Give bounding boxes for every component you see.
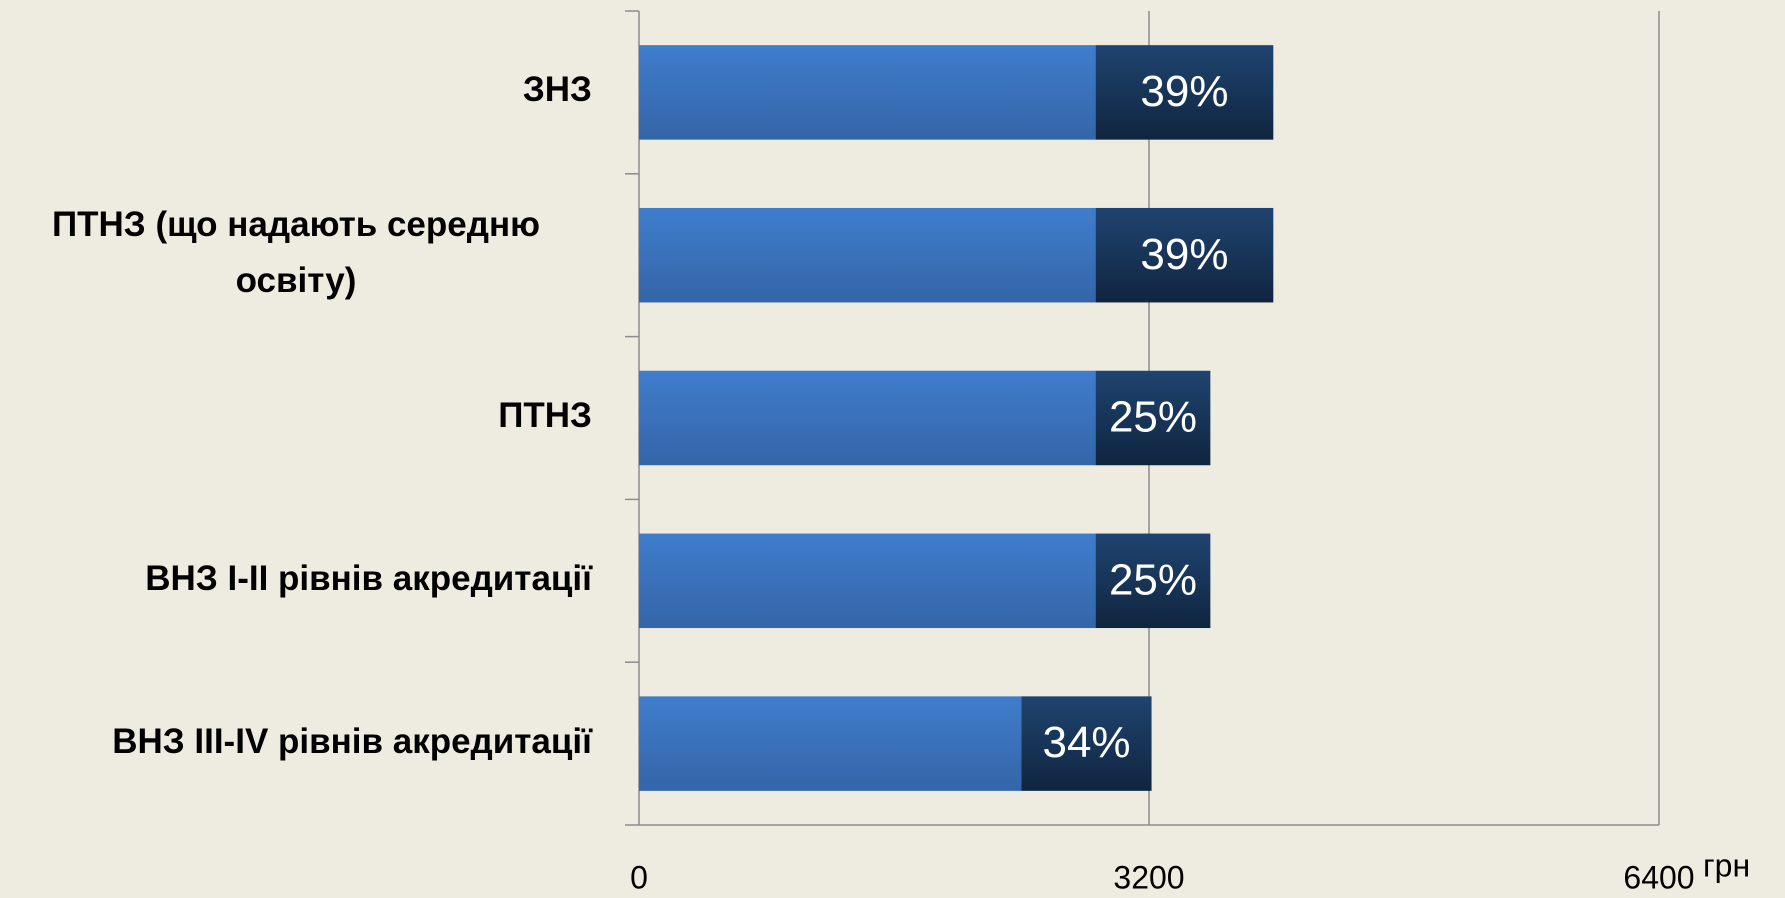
x-tick-label: 3200	[1113, 859, 1184, 895]
bar-segment	[639, 533, 1096, 629]
bar-segment	[1021, 696, 1152, 791]
bar-segment	[1095, 45, 1274, 140]
category-label: ПТНЗ (що надають середню освіту)	[51, 205, 540, 301]
data-label: 25%	[1109, 555, 1197, 604]
data-label: 25%	[1109, 393, 1197, 442]
category-label: ЗНЗ	[522, 70, 592, 110]
x-tick-label: 6400	[1623, 859, 1694, 895]
category-label: ВНЗ І-ІІ рівнів акредитації	[145, 558, 592, 598]
bar-segment	[639, 370, 1096, 466]
category-label: ВНЗ ІІІ-ІV рівнів акредитації	[112, 721, 592, 761]
bar-segment	[639, 207, 1096, 303]
x-axis-label: грн	[1703, 847, 1750, 883]
bar-segment	[1095, 370, 1211, 466]
bar-segment	[1095, 533, 1211, 629]
data-label: 34%	[1042, 718, 1130, 767]
bar-segment	[1095, 207, 1274, 303]
bar-segment	[639, 696, 1022, 791]
data-label: 39%	[1140, 230, 1228, 279]
x-tick-label: 0	[630, 859, 648, 895]
bar-segment	[639, 45, 1096, 140]
data-label: 39%	[1140, 67, 1228, 116]
category-label: ПТНЗ	[498, 396, 592, 435]
